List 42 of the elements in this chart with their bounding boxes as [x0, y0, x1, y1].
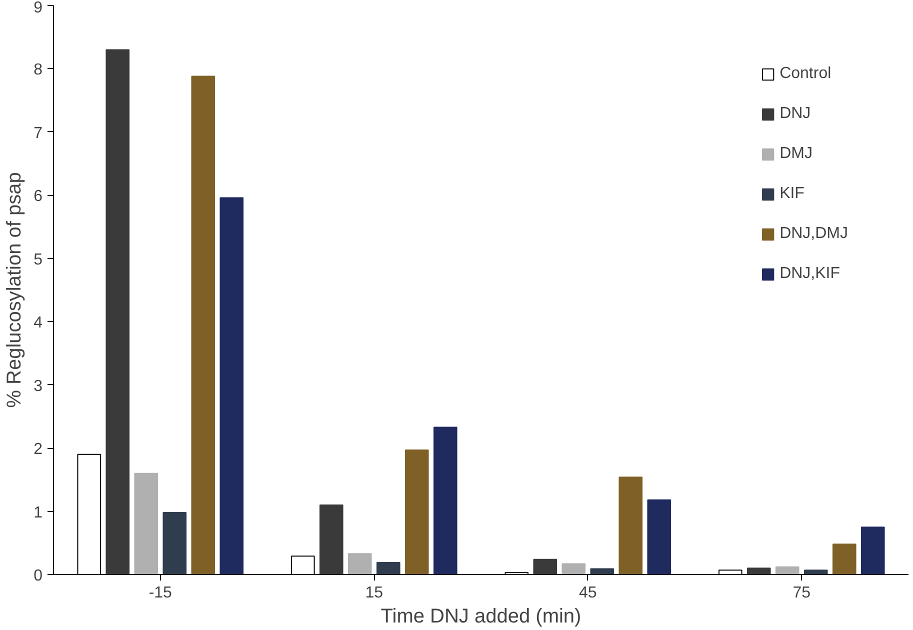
bar [590, 568, 614, 574]
x-axis-title: Time DNJ added (min) [380, 606, 582, 628]
bar [618, 476, 643, 574]
bar [832, 544, 856, 574]
x-tick-label: 15 [365, 584, 384, 602]
bar [348, 553, 372, 574]
y-tick-label: 7 [34, 124, 43, 142]
y-tick-label: 2 [34, 441, 43, 458]
y-tick-label: 5 [34, 251, 43, 268]
bar [220, 197, 244, 574]
x-tick-label: 75 [792, 584, 811, 602]
y-tick-label: 3 [34, 378, 43, 395]
bar [433, 426, 458, 574]
y-tick-label: 9 [34, 0, 43, 16]
bar [134, 472, 158, 574]
y-tick-label: 8 [34, 62, 43, 79]
x-tick-label: -15 [148, 584, 172, 602]
bar [106, 49, 130, 574]
bar [775, 566, 800, 574]
y-tick-label: 1 [34, 504, 43, 522]
bar [746, 568, 771, 574]
bar [860, 526, 885, 574]
legend-label: DMJ [780, 145, 812, 163]
bar [162, 512, 187, 574]
y-tick-label: 4 [34, 314, 43, 332]
legend-label: Control [780, 65, 832, 83]
bar [804, 570, 828, 574]
y-axis-title: % Reglucosylation of psap [4, 172, 26, 408]
x-tick-label: 45 [578, 584, 597, 602]
legend-label: DNJ [780, 105, 811, 123]
legend-label: KIF [780, 185, 804, 203]
y-tick-label: 0 [34, 568, 43, 584]
bar [319, 504, 344, 574]
y-tick-label: 6 [34, 188, 43, 206]
bar [647, 499, 672, 574]
bar [562, 563, 586, 574]
bar [376, 562, 400, 574]
bar [191, 76, 216, 574]
bar [533, 558, 558, 574]
bar [404, 449, 429, 574]
legend-label: DNJ,KIF [780, 265, 840, 283]
legend-label: DNJ,DMJ [780, 225, 848, 243]
